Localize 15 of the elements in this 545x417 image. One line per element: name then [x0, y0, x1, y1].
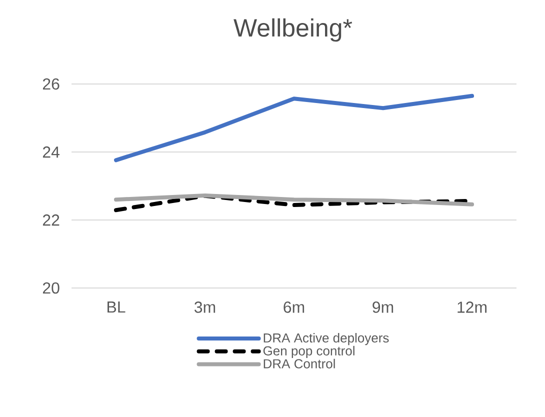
- legend-label: DRA Control: [264, 358, 335, 368]
- chart-title: Wellbeing*: [234, 18, 352, 42]
- y-tick-label: 26: [42, 78, 60, 90]
- y-tick-label: 24: [42, 146, 60, 158]
- legend-label: DRA Active deployers: [264, 332, 389, 346]
- x-tick-label: BL: [108, 302, 126, 313]
- line-series: [114, 194, 474, 206]
- x-tick-label: 9m: [372, 302, 394, 313]
- x-tick-label: 6m: [284, 302, 304, 313]
- legend-label: Gen pop control: [263, 346, 354, 358]
- y-tick-label: 22: [42, 214, 60, 226]
- x-tick-label: 12m: [458, 302, 487, 313]
- line-series: [114, 94, 474, 162]
- y-tick-label: 20: [42, 282, 60, 294]
- x-tick-label: 3m: [194, 302, 216, 313]
